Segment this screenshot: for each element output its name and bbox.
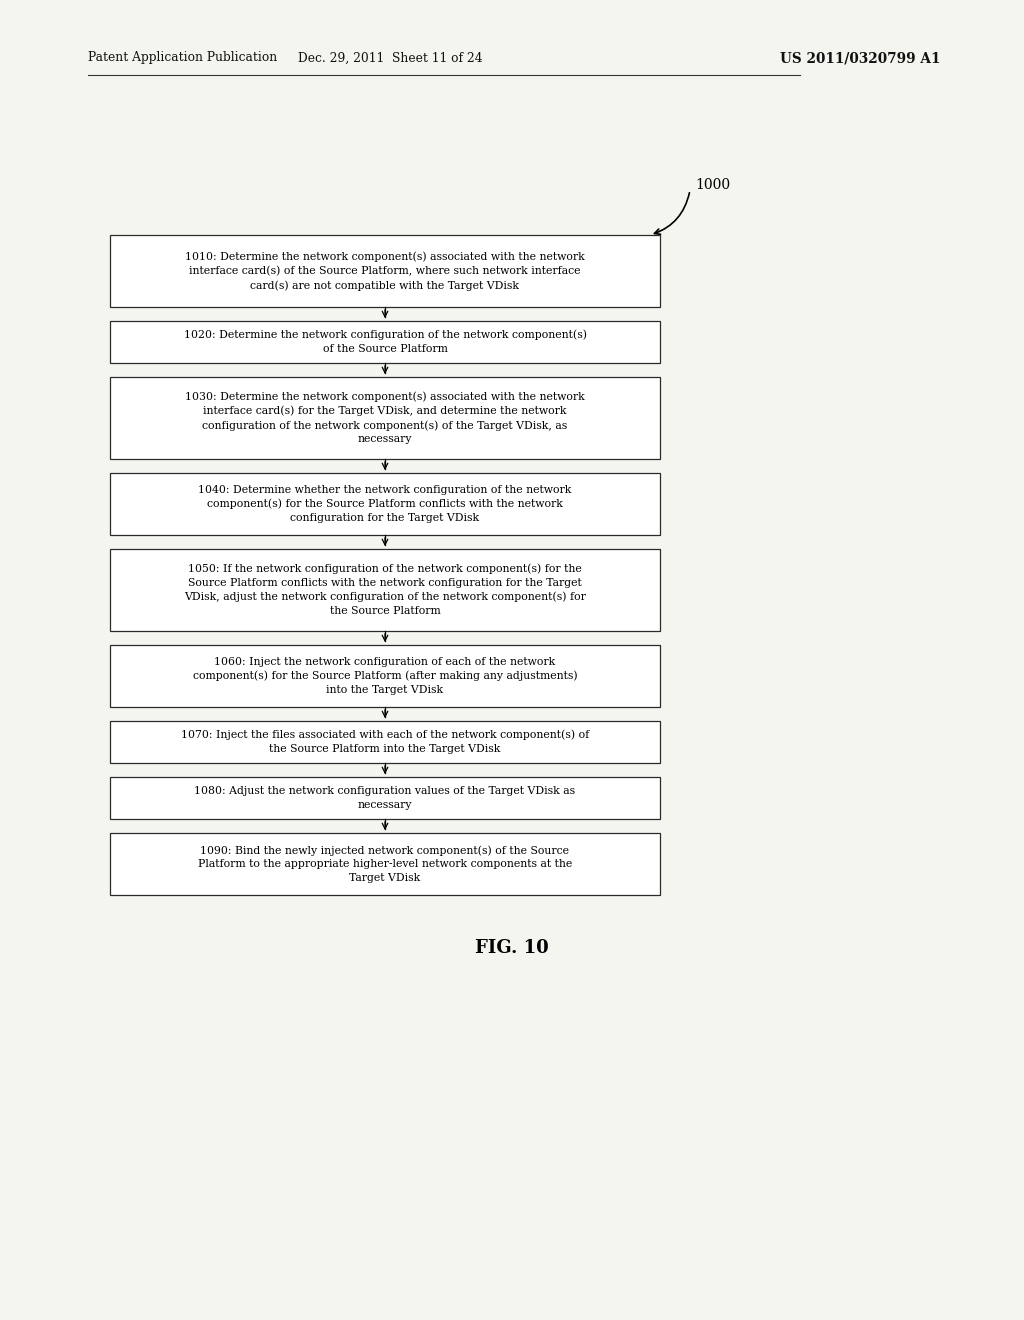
Text: 1090: Bind the newly injected network component(s) of the Source
Platform to the: 1090: Bind the newly injected network co… [198, 845, 572, 883]
Bar [110, 378, 660, 459]
Text: 1040: Determine whether the network configuration of the network
component(s) fo: 1040: Determine whether the network conf… [199, 484, 571, 523]
Text: 1050: If the network configuration of the network component(s) for the
Source Pl: 1050: If the network configuration of th… [184, 564, 586, 616]
Bar [110, 833, 660, 895]
Text: 1060: Inject the network configuration of each of the network
component(s) for t: 1060: Inject the network configuration o… [193, 657, 578, 696]
Text: FIG. 10: FIG. 10 [475, 939, 549, 957]
Text: 1010: Determine the network component(s) associated with the network
interface c: 1010: Determine the network component(s)… [185, 252, 585, 290]
Bar [110, 645, 660, 708]
Text: Dec. 29, 2011  Sheet 11 of 24: Dec. 29, 2011 Sheet 11 of 24 [298, 51, 482, 65]
Bar [110, 721, 660, 763]
Text: Patent Application Publication: Patent Application Publication [88, 51, 278, 65]
Text: 1000: 1000 [695, 178, 730, 191]
Text: 1020: Determine the network configuration of the network component(s)
of the Sou: 1020: Determine the network configuratio… [183, 330, 587, 354]
Bar [110, 235, 660, 308]
Text: 1070: Inject the files associated with each of the network component(s) of
the S: 1070: Inject the files associated with e… [181, 730, 589, 754]
Bar [110, 549, 660, 631]
Text: US 2011/0320799 A1: US 2011/0320799 A1 [780, 51, 940, 65]
Bar [110, 321, 660, 363]
Bar [110, 473, 660, 535]
Text: 1080: Adjust the network configuration values of the Target VDisk as
necessary: 1080: Adjust the network configuration v… [195, 787, 575, 809]
Bar [110, 777, 660, 818]
Text: 1030: Determine the network component(s) associated with the network
interface c: 1030: Determine the network component(s)… [185, 392, 585, 445]
